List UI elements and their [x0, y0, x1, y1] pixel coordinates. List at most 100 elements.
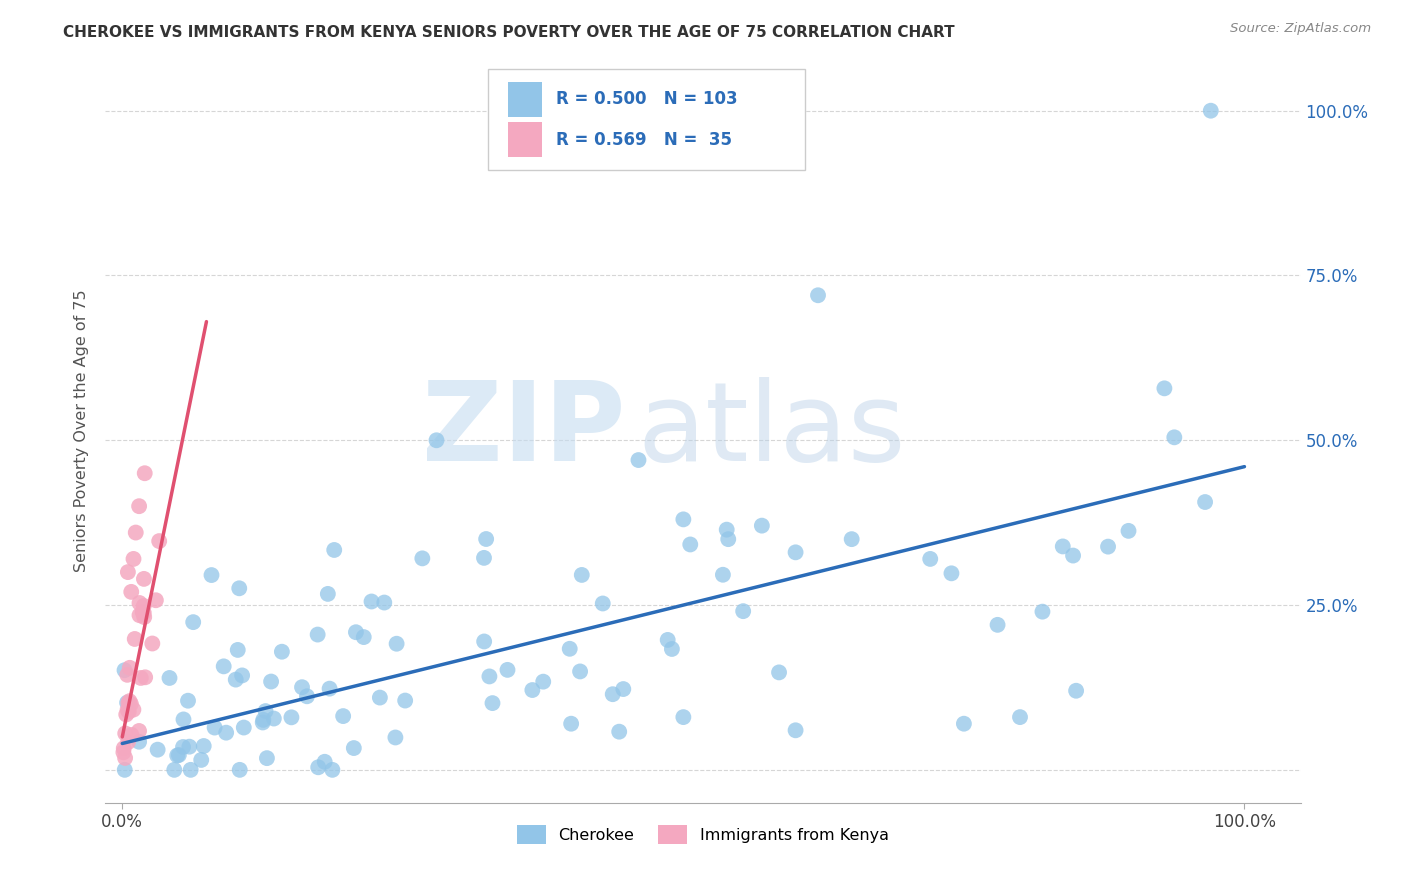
Point [920, 552, 942, 566]
Point [411, 551, 433, 566]
Point [181, 615, 204, 629]
Point [627, 453, 650, 467]
Point [1199, 103, 1222, 118]
Point [785, 723, 807, 738]
Point [1062, 549, 1084, 563]
Point [115, 696, 138, 710]
Point [146, 742, 169, 756]
Point [607, 724, 630, 739]
Point [177, 694, 200, 708]
Point [384, 731, 406, 745]
Point [180, 763, 202, 777]
Point [134, 467, 156, 481]
Point [114, 751, 136, 765]
Point [118, 705, 141, 719]
Point [114, 663, 136, 677]
Point [657, 632, 679, 647]
Point [118, 694, 141, 708]
Text: CHEROKEE VS IMMIGRANTS FROM KENYA SENIORS POVERTY OVER THE AGE OF 75 CORRELATION: CHEROKEE VS IMMIGRANTS FROM KENYA SENIOR… [63, 25, 955, 40]
Point [204, 721, 226, 735]
Point [166, 748, 188, 763]
Point [132, 599, 155, 613]
Point [148, 534, 170, 549]
Point [112, 745, 135, 759]
Point [120, 697, 142, 711]
Point [481, 696, 503, 710]
Point [263, 712, 285, 726]
Point [129, 671, 152, 685]
Bar [508, 122, 541, 157]
Point [1008, 710, 1031, 724]
Point [280, 710, 302, 724]
Point [121, 728, 143, 742]
Point [558, 641, 581, 656]
Point [270, 645, 292, 659]
Point [314, 755, 336, 769]
Point [373, 596, 395, 610]
Point [131, 605, 153, 619]
Point [368, 690, 391, 705]
Point [321, 763, 343, 777]
Point [496, 663, 519, 677]
Bar [508, 82, 541, 117]
Point [1097, 540, 1119, 554]
Point [167, 747, 190, 762]
Point [332, 709, 354, 723]
Point [212, 659, 235, 673]
Point [117, 696, 139, 710]
Point [256, 751, 278, 765]
Point [344, 625, 367, 640]
Point [679, 537, 702, 551]
Point [478, 669, 501, 683]
Point [232, 721, 254, 735]
Point [117, 703, 139, 717]
Point [173, 713, 195, 727]
Point [711, 567, 734, 582]
Point [751, 518, 773, 533]
Point [571, 568, 593, 582]
Point [717, 532, 740, 546]
Point [179, 739, 201, 754]
Point [193, 739, 215, 753]
Point [200, 568, 222, 582]
Point [117, 735, 139, 749]
Point [254, 704, 277, 718]
Point [132, 572, 155, 586]
Point [291, 680, 314, 694]
Point [602, 687, 624, 701]
Point [307, 627, 329, 641]
Point [425, 434, 447, 448]
Point [215, 725, 238, 739]
Point [124, 632, 146, 646]
Point [128, 723, 150, 738]
Point [226, 643, 249, 657]
Point [114, 763, 136, 777]
Point [661, 642, 683, 657]
Y-axis label: Seniors Poverty Over the Age of 75: Seniors Poverty Over the Age of 75 [75, 289, 90, 572]
Point [316, 587, 339, 601]
Point [841, 532, 863, 546]
Point [163, 763, 186, 777]
Point [128, 735, 150, 749]
Point [672, 710, 695, 724]
Point [323, 543, 346, 558]
Point [360, 594, 382, 608]
Point [114, 726, 136, 740]
Point [592, 597, 614, 611]
Point [134, 610, 156, 624]
Point [1052, 540, 1074, 554]
Point [145, 593, 167, 607]
Point [159, 671, 181, 685]
Point [117, 565, 139, 579]
Point [172, 739, 194, 754]
Point [295, 690, 318, 704]
Point [1153, 381, 1175, 395]
Point [125, 525, 148, 540]
Point [1064, 683, 1087, 698]
Point [117, 668, 139, 682]
Point [228, 582, 250, 596]
Point [531, 674, 554, 689]
Point [560, 716, 582, 731]
Text: R = 0.500   N = 103: R = 0.500 N = 103 [555, 90, 738, 108]
Point [225, 673, 247, 687]
